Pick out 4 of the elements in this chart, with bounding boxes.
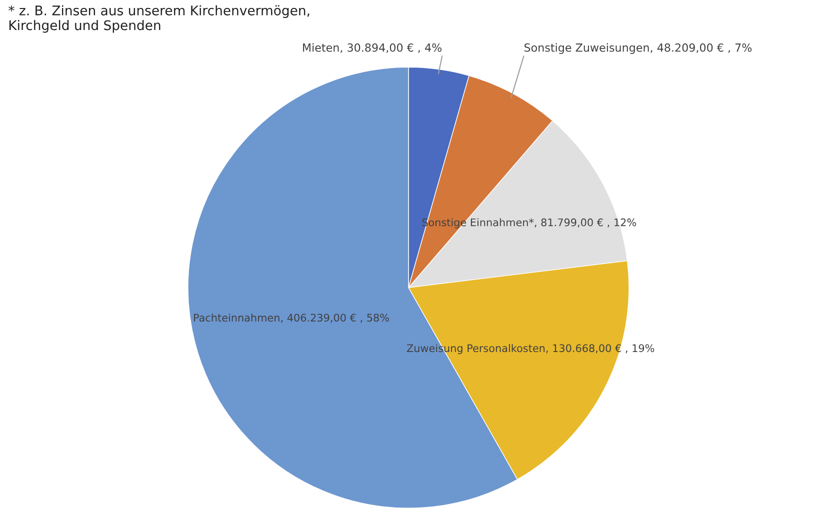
slice-label: Pachteinnahmen, 406.239,00 € , 58% (194, 314, 389, 323)
text: * z. B. Zinsen aus unserem Kirchenvermögen, Kirchgeld und Spenden (8, 5, 310, 33)
slice-label: Mieten, 30.894,00 € , 4% (303, 43, 442, 53)
slice-label: Sonstige Zuweisungen, 48.209,00 € , 7% (524, 43, 752, 54)
